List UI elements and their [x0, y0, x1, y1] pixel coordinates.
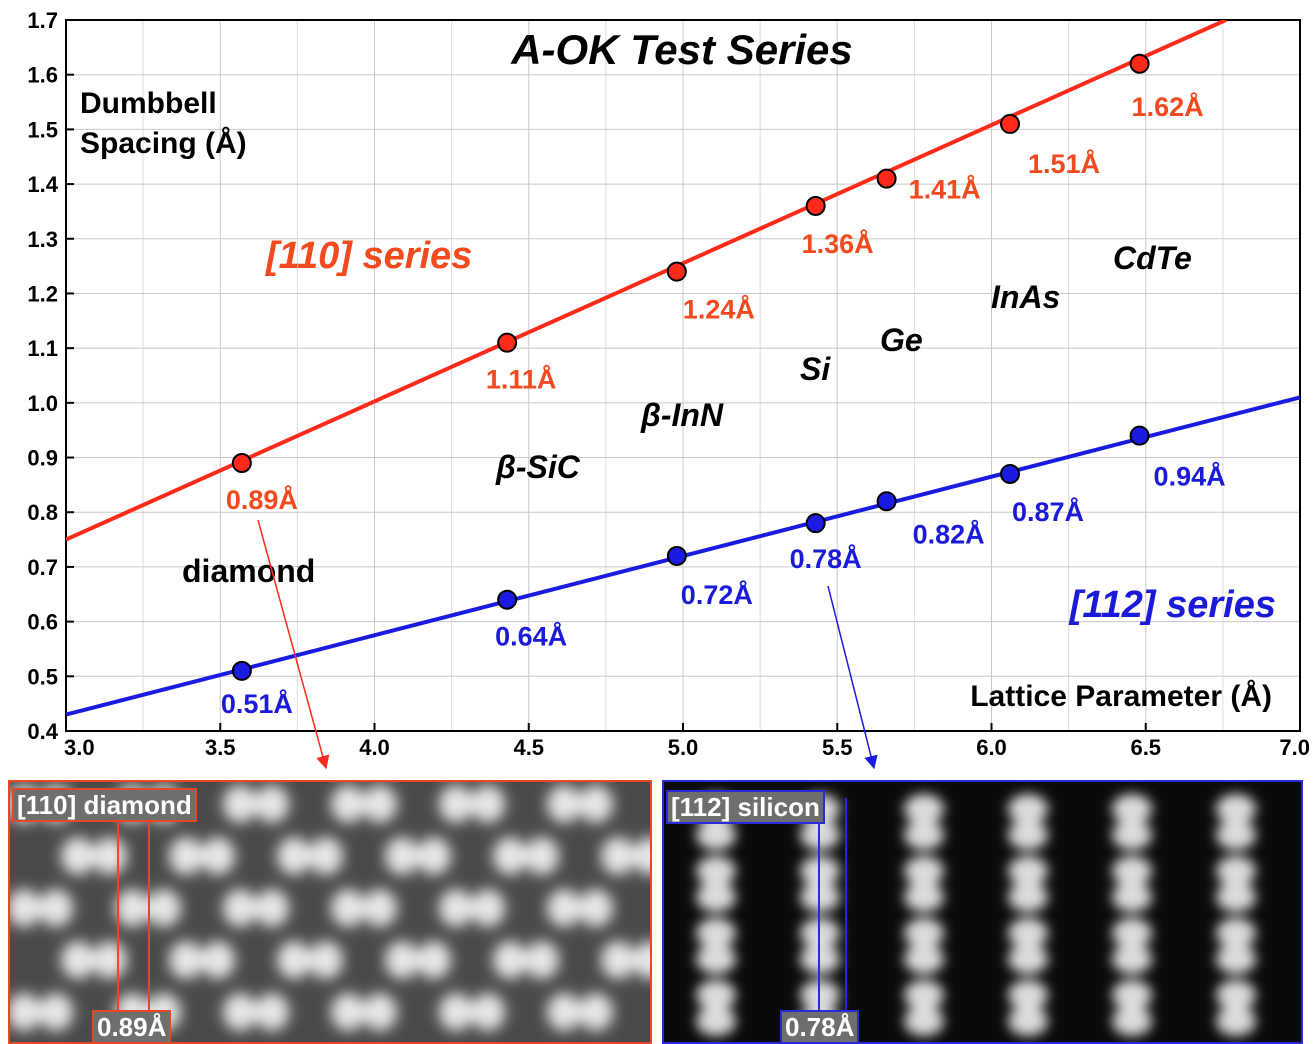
- data-label: 0.78Å: [790, 543, 862, 574]
- x-tick-label: 5.0: [668, 735, 699, 760]
- y-axis-label-line1: Dumbbell: [80, 87, 217, 120]
- material-cdte: CdTe: [1113, 240, 1192, 276]
- silicon-image-label: [112] silicon: [666, 790, 825, 824]
- y-tick-label: 0.4: [27, 719, 58, 744]
- data-label: 0.82Å: [913, 518, 985, 549]
- x-axis-ticks: 3.0 3.5 4.0 4.5 5.0 5.5 6.0 6.5 7.0: [64, 723, 1310, 760]
- material-diamond: diamond: [182, 553, 315, 589]
- series-110-name: [110] series: [265, 235, 472, 277]
- material-inas: InAs: [991, 279, 1060, 315]
- y-tick-label: 0.8: [27, 500, 58, 525]
- material-beta-sic: β-SiC: [495, 449, 581, 485]
- y-tick-label: 0.6: [27, 610, 58, 635]
- diamond-image-label: [110] diamond: [12, 788, 197, 822]
- data-point: [1000, 463, 1021, 484]
- x-axis-label: Lattice Parameter (Å): [970, 680, 1272, 713]
- data-label: 1.62Å: [1132, 91, 1204, 122]
- data-points: [231, 53, 1150, 681]
- data-label: 0.72Å: [681, 579, 753, 610]
- data-label: 1.36Å: [802, 228, 874, 259]
- chart-title: A-OK Test Series: [510, 26, 853, 73]
- data-point: [666, 545, 687, 566]
- data-label: 1.41Å: [909, 174, 981, 205]
- y-tick-label: 1.1: [27, 336, 58, 361]
- arrow-to-diamond-image: [257, 519, 330, 770]
- data-point: [876, 491, 897, 512]
- diamond-measure-label: 0.89Å: [92, 1010, 172, 1042]
- data-point: [805, 513, 826, 534]
- y-tick-label: 0.9: [27, 446, 58, 471]
- data-point: [497, 332, 518, 353]
- y-tick-label: 1.6: [27, 63, 58, 88]
- silicon-lattice-image: [664, 782, 1301, 1042]
- x-tick-label: 4.5: [513, 735, 544, 760]
- x-tick-label: 3.0: [64, 735, 95, 760]
- material-si: Si: [800, 351, 831, 387]
- y-tick-label: 1.4: [27, 172, 58, 197]
- chart: 3.0 3.5 4.0 4.5 5.0 5.5 6.0 6.5 7.0 0.4 0.5 0.6 0.7…: [27, 8, 1310, 770]
- data-label: 1.11Å: [486, 364, 557, 395]
- x-tick-label: 6.5: [1130, 735, 1161, 760]
- y-axis-ticks: 0.4 0.5 0.6 0.7 0.8 0.9 1.0 1.1 1.2 1.3 1.4 1.5 1.6 1…: [27, 8, 74, 744]
- arrow-to-silicon-image: [827, 585, 878, 770]
- material-beta-inn: β-InN: [640, 397, 724, 433]
- data-point: [876, 168, 897, 189]
- data-point: [497, 589, 518, 610]
- silicon-image-panel: [112] silicon 0.78Å: [662, 780, 1303, 1044]
- x-tick-label: 5.5: [822, 735, 853, 760]
- data-label: 0.87Å: [1012, 496, 1084, 527]
- data-labels: 0.89Å 1.11Å 1.24Å 1.36Å 1.41Å 1.51Å 1.62Å 0.51Å…: [221, 91, 1226, 719]
- data-point: [1129, 53, 1150, 74]
- data-point: [231, 660, 252, 681]
- silicon-measure-label: 0.78Å: [780, 1010, 860, 1042]
- diamond-image-panel: [110] diamond 0.89Å: [8, 780, 652, 1044]
- series-line: [66, 20, 1227, 542]
- y-tick-label: 1.0: [27, 391, 58, 416]
- x-tick-label: 6.0: [976, 735, 1007, 760]
- y-tick-label: 0.5: [27, 664, 58, 689]
- data-label: 0.64Å: [495, 621, 567, 652]
- y-tick-label: 1.7: [27, 8, 58, 33]
- data-point: [231, 453, 252, 474]
- y-tick-label: 0.7: [27, 555, 58, 580]
- data-label: 0.89Å: [226, 484, 298, 515]
- x-tick-label: 3.5: [205, 735, 236, 760]
- y-tick-label: 1.2: [27, 281, 58, 306]
- y-tick-label: 1.5: [27, 117, 58, 142]
- data-point: [666, 261, 687, 282]
- data-point: [805, 195, 826, 216]
- x-tick-label: 4.0: [359, 735, 390, 760]
- y-axis-label-line2: Spacing (Å): [80, 127, 247, 160]
- series-112-name: [112] series: [1069, 584, 1276, 626]
- data-label: 0.51Å: [221, 688, 293, 719]
- data-point: [1129, 425, 1150, 446]
- data-label: 0.94Å: [1154, 461, 1226, 492]
- material-ge: Ge: [880, 322, 923, 358]
- data-point: [1000, 113, 1021, 134]
- data-label: 1.24Å: [683, 294, 755, 325]
- x-tick-label: 7.0: [1279, 735, 1310, 760]
- y-tick-label: 1.3: [27, 227, 58, 252]
- data-label: 1.51Å: [1028, 148, 1100, 179]
